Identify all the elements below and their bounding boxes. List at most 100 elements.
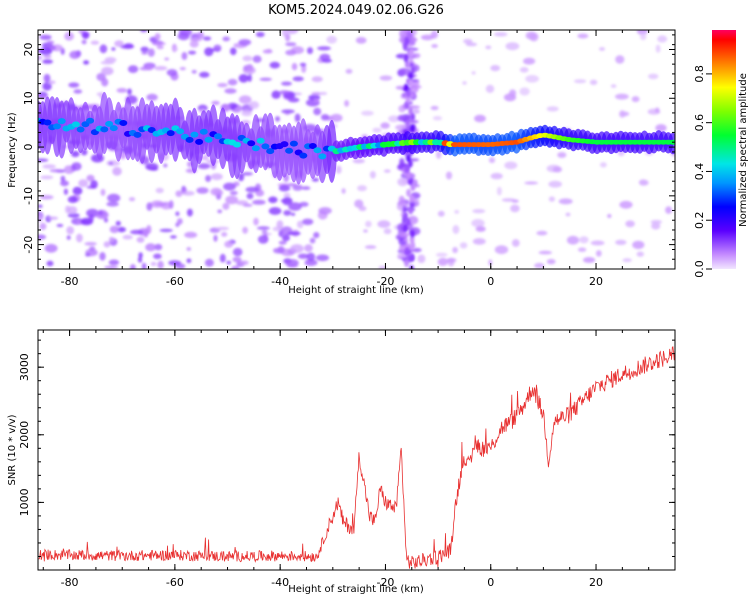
- noise-speckle: [510, 204, 520, 213]
- noise-speckle: [147, 48, 155, 57]
- x-tick-label: 0: [487, 275, 494, 288]
- noise-speckle: [523, 57, 536, 65]
- noise-speckle: [379, 75, 393, 81]
- noise-speckle: [103, 241, 111, 248]
- noise-speckle: [412, 248, 422, 253]
- stripe-speckle: [405, 153, 411, 162]
- noise-speckle: [445, 171, 453, 180]
- noise-speckle: [311, 76, 323, 83]
- ridge-core: [176, 128, 185, 135]
- ridge-core: [71, 121, 80, 128]
- noise-speckle: [291, 212, 296, 216]
- spectrogram-ridge: [38, 91, 675, 185]
- noise-speckle: [640, 33, 647, 41]
- noise-speckle: [399, 232, 410, 238]
- noise-speckle: [238, 95, 252, 104]
- noise-speckle: [403, 238, 409, 242]
- noise-speckle: [106, 201, 119, 207]
- noise-speckle: [115, 220, 121, 226]
- noise-speckle: [283, 210, 292, 216]
- snr-x-axis-label: Height of straight line (km): [288, 584, 424, 595]
- noise-speckle: [150, 261, 157, 266]
- colorbar-tick-label: 0.8: [693, 65, 706, 83]
- noise-speckle: [203, 36, 212, 41]
- noise-speckle: [205, 175, 212, 182]
- noise-speckle: [285, 30, 299, 35]
- noise-speckle: [558, 198, 573, 205]
- noise-speckle: [459, 242, 468, 249]
- noise-speckle: [525, 75, 539, 83]
- noise-speckle: [76, 233, 83, 243]
- noise-speckle: [302, 218, 314, 225]
- noise-speckle: [166, 69, 178, 77]
- noise-speckle: [82, 31, 90, 40]
- noise-speckle: [73, 89, 83, 94]
- noise-speckle: [259, 77, 272, 82]
- noise-speckle: [38, 158, 49, 162]
- stripe-speckle: [408, 71, 414, 80]
- noise-speckle: [409, 85, 419, 94]
- noise-speckle: [39, 47, 53, 56]
- noise-speckle: [278, 184, 291, 192]
- snr-plot-area: [38, 330, 675, 570]
- x-tick-label: -20: [376, 576, 394, 589]
- stripe-speckle: [404, 36, 410, 45]
- noise-speckle: [179, 30, 192, 37]
- noise-speckle: [252, 55, 262, 63]
- noise-speckle: [163, 163, 168, 168]
- noise-speckle: [216, 226, 229, 231]
- noise-speckle: [304, 244, 313, 253]
- noise-speckle: [595, 250, 602, 257]
- stripe-speckle: [403, 54, 409, 63]
- noise-speckle: [136, 236, 145, 243]
- noise-speckle: [66, 226, 75, 235]
- chart-title: KOM5.2024.049.02.06.G26: [268, 3, 444, 18]
- noise-speckle: [86, 174, 95, 182]
- ridge-core: [204, 136, 213, 143]
- noise-speckle: [548, 180, 562, 188]
- noise-speckle: [252, 199, 266, 205]
- noise-speckle: [213, 234, 218, 242]
- noise-speckle: [536, 230, 548, 236]
- noise-speckle: [655, 44, 661, 53]
- noise-speckle: [454, 210, 460, 214]
- noise-speckle: [577, 247, 587, 252]
- noise-speckle: [619, 200, 633, 209]
- noise-speckle: [285, 33, 291, 42]
- noise-speckle: [307, 47, 313, 55]
- noise-speckle: [313, 107, 322, 116]
- noise-speckle: [67, 206, 78, 215]
- noise-speckle: [655, 124, 667, 132]
- noise-speckle: [175, 190, 183, 197]
- noise-speckle: [108, 161, 114, 165]
- noise-speckle: [108, 259, 120, 266]
- noise-speckle: [38, 55, 43, 60]
- noise-speckle: [294, 113, 301, 123]
- noise-speckle: [66, 235, 71, 240]
- noise-speckle: [589, 79, 598, 86]
- noise-speckle: [242, 172, 253, 176]
- noise-speckle: [397, 252, 407, 258]
- ridge-core: [53, 123, 61, 130]
- noise-speckle: [639, 179, 649, 186]
- noise-speckle: [213, 44, 222, 52]
- noise-speckle: [364, 245, 377, 249]
- y-tick-label: 20: [22, 43, 35, 57]
- noise-speckle: [472, 238, 486, 245]
- noise-speckle: [42, 164, 56, 169]
- noise-speckle: [199, 71, 210, 78]
- noise-speckle: [430, 105, 439, 111]
- stripe-speckle: [409, 229, 415, 238]
- noise-speckle: [255, 31, 265, 38]
- noise-speckle: [409, 62, 414, 67]
- noise-speckle: [548, 196, 556, 202]
- noise-speckle: [69, 50, 81, 60]
- noise-speckle: [281, 109, 295, 114]
- noise-speckle: [318, 207, 332, 215]
- noise-speckle: [145, 162, 159, 171]
- noise-speckle: [485, 84, 495, 93]
- noise-speckle: [197, 163, 211, 170]
- snr-panel: -80 -60 -40 -20 0 20 1000 2000 3000 Height of s…: [7, 329, 676, 595]
- noise-speckle: [636, 251, 644, 257]
- noise-speckle: [622, 258, 632, 263]
